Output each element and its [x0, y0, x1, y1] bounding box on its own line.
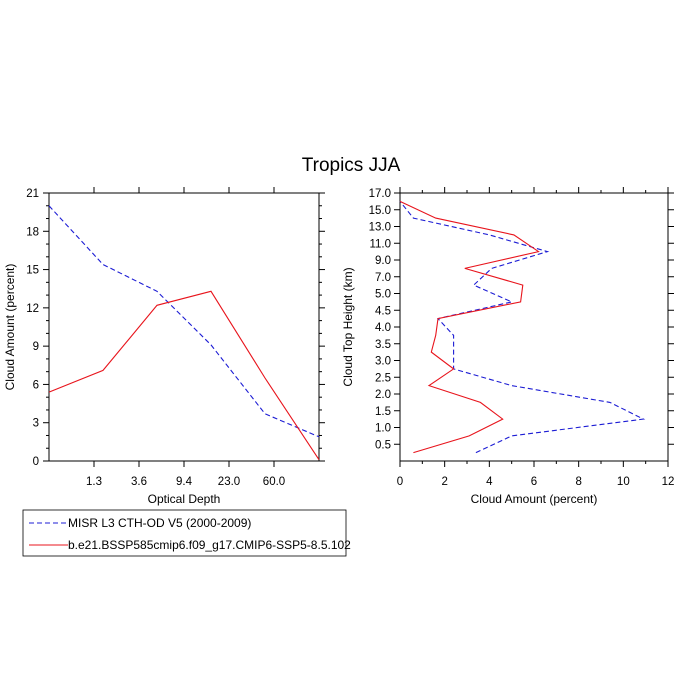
- left-y-tick-label: 0: [33, 456, 39, 468]
- left-series-group: [48, 205, 320, 461]
- right-y-tick-label: 7.0: [375, 272, 391, 284]
- right-y-tick-label: 4.0: [375, 322, 391, 334]
- legend-box: [22, 509, 347, 557]
- right-y-tick-label: 4.5: [375, 305, 391, 317]
- right-y-tick-label: 11.0: [369, 238, 391, 250]
- legend-label-model: b.e21.BSSP585cmip6.f09_g17.CMIP6-SSP5-8.…: [68, 538, 351, 552]
- left-y-tick-label: 21: [26, 188, 39, 200]
- right-x-tick-label: 10: [617, 476, 630, 488]
- left-series-misr-l3-cth-od-v5-2000-2: [48, 205, 320, 438]
- left-y-tick-label: 18: [26, 226, 39, 238]
- left-x-tick-label: 3.6: [131, 476, 147, 488]
- right-y-tick-label: 0.5: [375, 439, 391, 451]
- right-y-tick-label: 13.0: [369, 222, 391, 234]
- right-x-tick-label: 6: [531, 476, 537, 488]
- right-x-axis-label: Cloud Amount (percent): [471, 492, 598, 506]
- right-series-misr-l3-cth-od-v5-2000-2: [399, 201, 646, 454]
- left-y-tick-label: 15: [26, 265, 39, 277]
- right-series-group: [399, 200, 646, 454]
- legend-label-misr: MISR L3 CTH-OD V5 (2000-2009): [68, 516, 251, 530]
- left-y-tick-label: 3: [33, 418, 39, 430]
- left-y-tick-label: 12: [26, 303, 39, 315]
- left-plot-frame: [48, 192, 320, 462]
- right-y-tick-label: 2.0: [375, 389, 391, 401]
- right-series-b-e21-bssp585cmip6-f09-g: [399, 200, 540, 454]
- right-y-tick-label: 17.0: [369, 188, 391, 200]
- right-x-tick-label: 4: [486, 476, 493, 488]
- right-y-tick-label: 5.0: [375, 289, 391, 301]
- right-y-tick-label: 1.5: [375, 406, 391, 418]
- left-x-tick-label: 1.3: [86, 476, 102, 488]
- right-y-tick-label: 2.5: [375, 372, 391, 384]
- right-y-tick-label: 3.0: [375, 356, 391, 368]
- left-axis-ticks: 0 3 6 9 12 15 18 21 1.3 3.6 9.4 23.0 60.0: [26, 187, 325, 488]
- right-x-tick-label: 12: [662, 476, 675, 488]
- left-x-tick-label: 23.0: [218, 476, 240, 488]
- right-x-tick-label: 2: [441, 476, 447, 488]
- right-y-tick-label: 15.0: [369, 205, 391, 217]
- left-series-b-e21-bssp585cmip6-f09-g: [48, 290, 320, 461]
- left-panel: 0 3 6 9 12 15 18 21 1.3 3.6 9.4 23.0 60.0 Optical De…: [3, 187, 325, 506]
- right-x-tick-label: 8: [575, 476, 581, 488]
- right-y-tick-label: 1.0: [375, 423, 391, 435]
- right-y-axis-label: Cloud Top Height (km): [341, 267, 355, 386]
- chart-title: Tropics JJA: [302, 155, 401, 176]
- left-x-tick-label: 9.4: [176, 476, 193, 488]
- left-y-axis-label: Cloud Amount (percent): [3, 264, 17, 391]
- left-y-tick-label: 6: [33, 379, 39, 391]
- left-x-axis-label: Optical Depth: [148, 492, 221, 506]
- left-x-tick-label: 60.0: [263, 476, 285, 488]
- right-y-tick-label: 3.5: [375, 339, 391, 351]
- right-panel: 0 2 4 6 8 10 12 0.5 1.0 1.5 2.0 2.5 3.0 3.5 4.0 4.5 5.0 7…: [341, 187, 674, 506]
- legend: MISR L3 CTH-OD V5 (2000-2009) b.e21.BSSP…: [22, 509, 351, 557]
- right-x-tick-label: 0: [397, 476, 403, 488]
- right-y-tick-label: 9.0: [375, 255, 391, 267]
- right-axis-ticks: 0 2 4 6 8 10 12 0.5 1.0 1.5 2.0 2.5 3.0 3.5 4.0 4.5 5.0 7…: [369, 187, 675, 488]
- left-y-tick-label: 9: [33, 341, 39, 353]
